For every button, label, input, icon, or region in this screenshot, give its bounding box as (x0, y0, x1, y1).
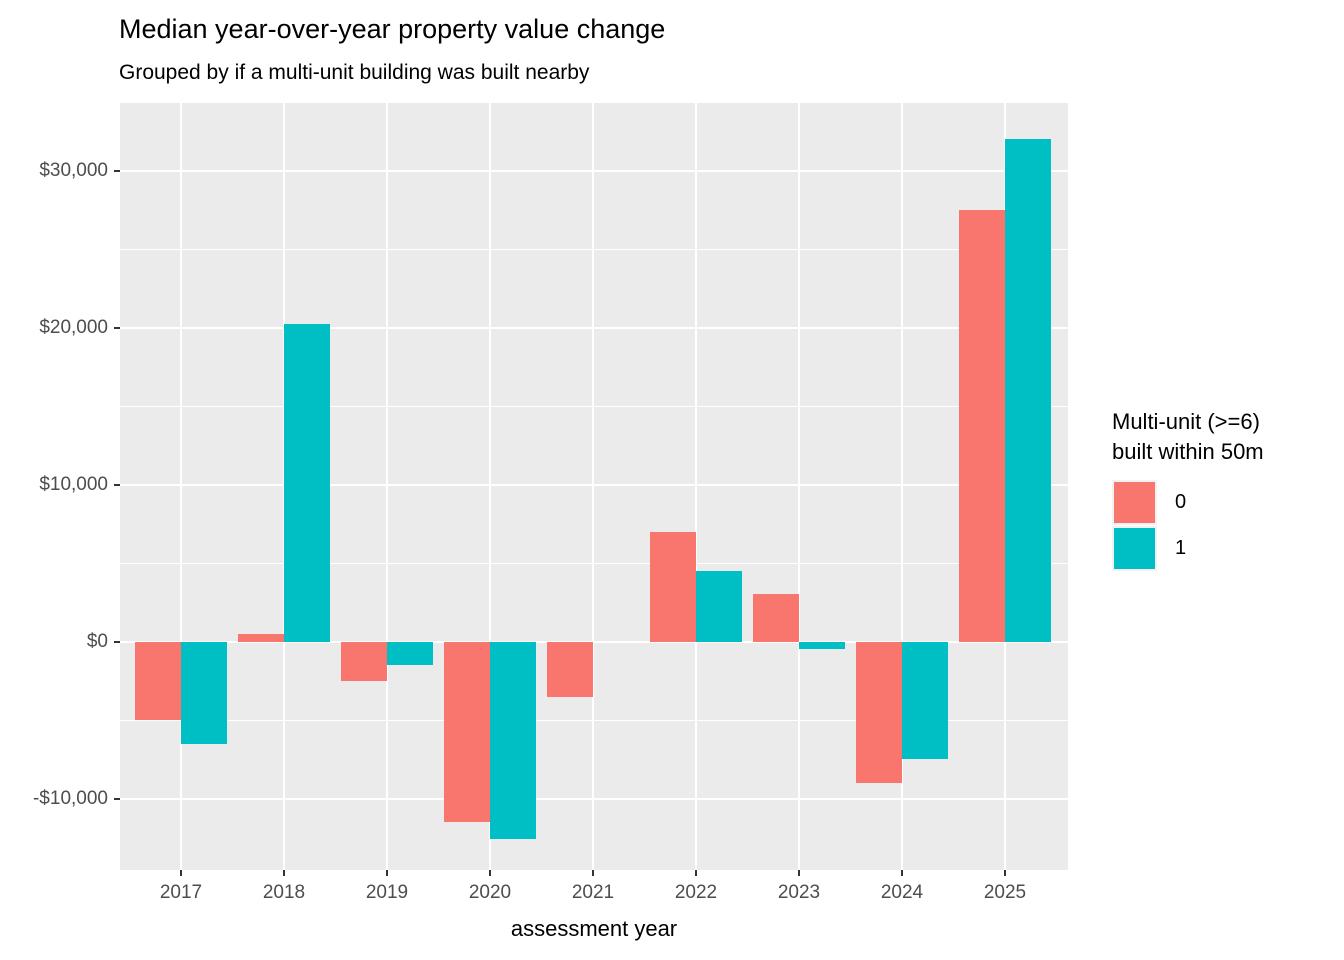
gridline-major-v (695, 103, 697, 870)
y-tick-label: $30,000 (39, 159, 108, 181)
y-tick-label: $0 (86, 630, 108, 652)
bar-2022-group0 (650, 531, 696, 642)
gridline-minor-h (120, 405, 1068, 407)
chart-title: Median year-over-year property value cha… (119, 14, 666, 44)
y-tick-mark (114, 797, 120, 800)
x-tick-label: 2022 (674, 882, 718, 903)
legend-key (1112, 480, 1157, 525)
x-tick-label: 2023 (777, 882, 821, 903)
bar-2023-group0 (753, 594, 799, 642)
bar-2017-group1 (181, 641, 227, 744)
x-tick-label: 2025 (983, 882, 1027, 903)
bar-2020-group0 (444, 641, 490, 823)
gridline-major-v (592, 103, 594, 870)
x-tick-mark (489, 870, 491, 876)
bar-2019-group1 (387, 641, 433, 666)
bar-2021-group0 (547, 641, 593, 697)
y-tick-label: $20,000 (39, 316, 108, 338)
gridline-major-v (489, 103, 491, 870)
x-tick-label: 2018 (262, 882, 306, 903)
legend-entry-1: 1 (1112, 526, 1338, 571)
bar-2020-group1 (490, 641, 536, 840)
y-tick-label: -$10,000 (32, 787, 108, 809)
legend-entry-label: 1 (1175, 537, 1187, 559)
gridline-minor-h (120, 719, 1068, 721)
x-tick-label: 2017 (159, 882, 203, 903)
gridline-major-h (120, 483, 1068, 486)
bar-2017-group0 (135, 641, 181, 721)
legend-entry-label: 0 (1175, 491, 1187, 513)
bar-2018-group1 (284, 324, 330, 642)
gridline-major-v (901, 103, 903, 870)
x-tick-mark (695, 870, 697, 876)
bar-2022-group1 (696, 570, 742, 642)
bar-2025-group0 (959, 209, 1005, 642)
legend-title-line-2: built within 50m (1112, 439, 1264, 464)
bar-2024-group0 (856, 641, 902, 783)
legend-swatch-1 (1114, 528, 1155, 569)
x-tick-label: 2024 (880, 882, 924, 903)
x-axis-title: assessment year (510, 916, 678, 941)
x-tick-mark (283, 870, 285, 876)
legend-swatch-0 (1114, 482, 1155, 523)
bar-2025-group1 (1005, 139, 1051, 642)
x-tick-label: 2019 (365, 882, 409, 903)
x-tick-mark (386, 870, 388, 876)
bar-2019-group0 (341, 641, 387, 681)
bar-2018-group0 (238, 634, 284, 642)
x-tick-mark (592, 870, 594, 876)
x-tick-mark (798, 870, 800, 876)
gridline-major-h (120, 640, 1068, 643)
y-tick-label: $10,000 (39, 473, 108, 495)
x-tick-label: 2020 (468, 882, 512, 903)
gridline-major-h (120, 169, 1068, 172)
legend-entry-0: 0 (1112, 480, 1338, 525)
gridline-minor-h (120, 562, 1068, 564)
gridline-major-h (120, 797, 1068, 800)
x-tick-mark (180, 870, 182, 876)
x-tick-label: 2021 (571, 882, 615, 903)
plot-panel (120, 103, 1068, 870)
gridline-major-v (798, 103, 800, 870)
y-tick-mark (114, 640, 120, 643)
gridline-major-h (120, 326, 1068, 329)
bar-2023-group1 (799, 641, 845, 650)
x-tick-mark (1004, 870, 1006, 876)
legend-key (1112, 526, 1157, 571)
y-tick-mark (114, 326, 120, 329)
legend-title: Multi-unit (>=6) built within 50m (1112, 407, 1338, 467)
x-tick-mark (901, 870, 903, 876)
legend-title-line-1: Multi-unit (>=6) (1112, 409, 1260, 434)
bar-2024-group1 (902, 641, 948, 760)
gridline-major-v (386, 103, 388, 870)
y-tick-mark (114, 483, 120, 486)
chart-subtitle: Grouped by if a multi-unit building was … (119, 61, 590, 84)
gridline-minor-h (120, 248, 1068, 250)
gridline-major-v (180, 103, 182, 870)
y-tick-mark (114, 169, 120, 172)
